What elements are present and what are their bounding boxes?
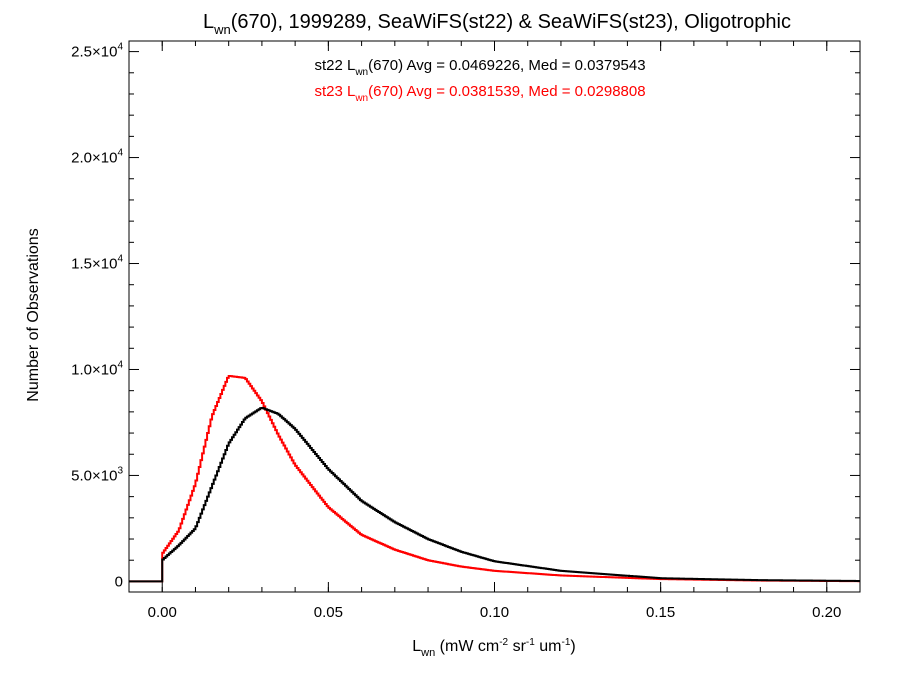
plot-frame — [128, 40, 861, 593]
axis-ticks: 0.00 0.05 0.10 0.15 0.20 0 5.0×103 1.0×104 1.5×1… — [71, 41, 860, 621]
y-tick-label: 2.5×104 — [71, 42, 123, 61]
histogram-series-0 — [129, 406, 860, 583]
x-tick-label: 0.20 — [812, 604, 841, 621]
stats-line-st22: st22 Lwn(670) Avg = 0.0469226, Med = 0.0… — [314, 57, 645, 78]
stats-legend: st22 Lwn(670) Avg = 0.0469226, Med = 0.0… — [314, 57, 645, 104]
y-tick-label: 5.0×103 — [71, 465, 123, 484]
x-axis-label: Lwn (mW cm-2 sr-1 um-1) — [412, 637, 575, 659]
histogram-series-1 — [129, 374, 860, 583]
chart-title: Lwn(670), 1999289, SeaWiFS(st22) & SeaWi… — [203, 11, 791, 37]
y-tick-label: 1.5×104 — [71, 254, 123, 273]
data-series — [129, 374, 860, 583]
x-tick-label: 0.00 — [148, 604, 177, 621]
y-tick-label: 2.0×104 — [71, 148, 123, 167]
x-tick-label: 0.15 — [646, 604, 675, 621]
stats-line-st23: st23 Lwn(670) Avg = 0.0381539, Med = 0.0… — [314, 83, 645, 104]
y-axis-label: Number of Observations — [25, 228, 42, 401]
y-tick-label: 1.0×104 — [71, 359, 123, 378]
x-tick-label: 0.05 — [314, 604, 343, 621]
x-tick-label: 0.10 — [480, 604, 509, 621]
y-tick-label: 0 — [115, 573, 123, 590]
